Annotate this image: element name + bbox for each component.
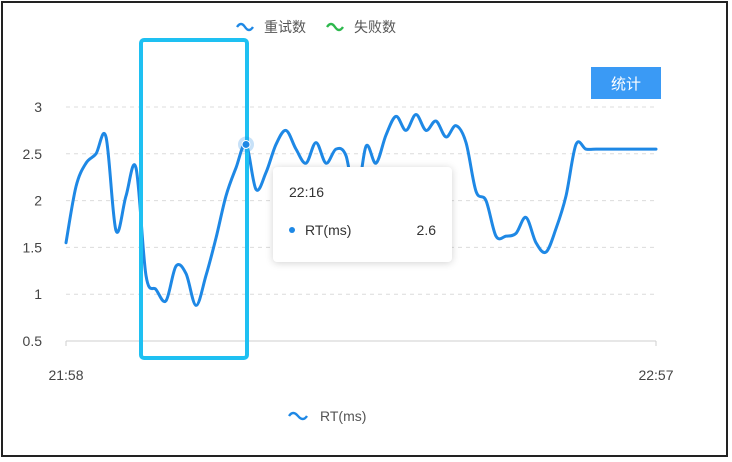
tooltip-time: 22:16 bbox=[289, 184, 325, 200]
wave-icon-path bbox=[326, 22, 344, 32]
wave-icon bbox=[236, 22, 254, 32]
x-tick-label: 21:58 bbox=[48, 367, 83, 383]
tooltip: 22:16 RT(ms) 2.6 bbox=[273, 167, 452, 262]
legend-item-failed[interactable]: 失败数 bbox=[326, 17, 396, 37]
tooltip-series-name: RT(ms) bbox=[305, 222, 352, 238]
wave-icon-path bbox=[288, 411, 308, 421]
legend-bottom[interactable]: RT(ms) bbox=[288, 408, 366, 424]
wave-icon-path bbox=[236, 22, 254, 32]
active-point[interactable] bbox=[238, 136, 254, 153]
legend-item-retry[interactable]: 重试数 bbox=[236, 17, 306, 37]
legend-top: 重试数 失败数 bbox=[236, 17, 416, 37]
legend-label-failed: 失败数 bbox=[354, 19, 396, 35]
y-tick-label: 0.5 bbox=[23, 333, 43, 349]
y-tick-label: 2 bbox=[34, 193, 42, 209]
tooltip-value: 2.6 bbox=[416, 222, 436, 238]
tooltip-row: RT(ms) 2.6 bbox=[289, 222, 436, 238]
stats-button[interactable]: 统计 bbox=[591, 67, 661, 99]
grid-lines bbox=[66, 106, 656, 295]
y-tick-label: 3 bbox=[34, 99, 42, 115]
legend-label-retry: 重试数 bbox=[264, 19, 306, 35]
y-tick-label: 1 bbox=[34, 286, 42, 302]
y-axis: 0.5 1 1.5 2 2.5 3 bbox=[23, 99, 43, 349]
x-tick-label: 22:57 bbox=[638, 367, 673, 383]
y-tick-label: 2.5 bbox=[23, 146, 43, 162]
series-dot-icon bbox=[289, 227, 295, 233]
y-tick-label: 1.5 bbox=[23, 239, 43, 255]
highlight-box bbox=[139, 38, 249, 360]
wave-icon bbox=[288, 411, 308, 421]
wave-icon bbox=[326, 22, 344, 32]
x-axis: 21:58 22:57 bbox=[48, 340, 674, 383]
legend-label-rt: RT(ms) bbox=[320, 408, 367, 424]
active-point-dot bbox=[241, 139, 251, 149]
